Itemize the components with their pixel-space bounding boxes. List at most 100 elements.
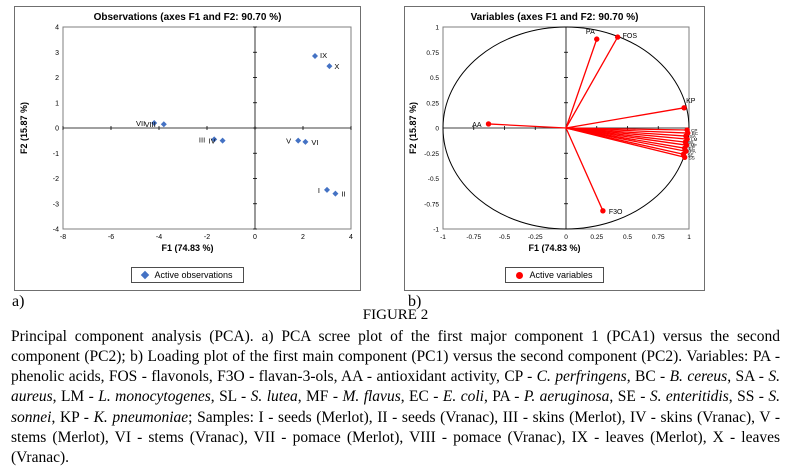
y-tick-label: 3: [55, 50, 59, 57]
caption-segment: K. pneumoniae: [93, 408, 189, 426]
variables-legend: Active variables: [505, 267, 604, 283]
caption-segment: , BC -: [626, 368, 670, 386]
observations-legend: Active observations: [131, 267, 244, 283]
point-label: KP: [686, 98, 696, 105]
loading-vector: [488, 123, 567, 129]
x-tick-label: 1: [687, 234, 691, 241]
y-tick-label: -0.25: [424, 151, 439, 158]
caption-segment: E. coli: [442, 388, 484, 406]
point-label: IX: [320, 51, 327, 60]
data-point: [332, 190, 339, 197]
x-tick-label: 4: [349, 234, 353, 241]
data-point: [324, 186, 330, 193]
y-tick-label: 0: [55, 126, 59, 133]
point-label: FOS: [623, 33, 638, 40]
loading-vector: [565, 107, 685, 129]
y-axis-label: F2 (15.87 %): [19, 102, 29, 154]
caption-body: Principal component analysis (PCA). a) P…: [11, 327, 780, 468]
caption-segment: L. monocytogenes: [98, 388, 211, 406]
variables-chart: Variables (axes F1 and F2: 90.70 %) -1 -0…: [404, 6, 705, 291]
y-tick-label: -2: [53, 176, 59, 183]
panel-label-a: a): [12, 293, 25, 310]
loading-vector: [565, 127, 685, 158]
point-label: V: [286, 137, 291, 146]
caption-segment: , EC -: [400, 388, 443, 406]
caption-segment: S. sonnei: [11, 388, 781, 426]
y-tick-label: 1: [435, 25, 439, 32]
caption-segment: ; Samples: I - seeds (Merlot), II - seed…: [11, 408, 781, 466]
caption-segment: , KP -: [51, 408, 94, 426]
point-label: SS: [689, 155, 695, 160]
caption-segment: , LM -: [52, 388, 99, 406]
data-point: [219, 137, 226, 144]
y-tick-label: 0: [435, 126, 439, 133]
point-label: VIII: [145, 120, 156, 129]
data-point: [151, 119, 158, 126]
point-label: I: [318, 186, 320, 195]
caption-segment: , PA -: [483, 388, 524, 406]
x-tick-label: 0.5: [623, 234, 632, 241]
panel-label-b: b): [408, 293, 422, 310]
caption-segment: S. enteritidis: [649, 388, 729, 406]
caption-segment: S. aureus: [11, 368, 780, 406]
x-tick-label: 0.75: [652, 234, 665, 241]
point-label: IV: [209, 137, 216, 146]
y-tick-label: -1: [433, 227, 439, 234]
y-tick-label: 0.75: [426, 50, 439, 57]
y-tick-label: -0.75: [424, 201, 439, 208]
data-point: [295, 137, 302, 144]
legend-diamond-icon: [141, 270, 150, 280]
y-axis-label: F2 (15.87 %): [408, 102, 418, 154]
data-point: [594, 36, 600, 42]
legend-dot-icon: [516, 271, 524, 279]
point-label: SA: [690, 134, 696, 139]
y-tick-label: 0.25: [426, 100, 439, 107]
data-point: [312, 53, 318, 60]
caption-segment: M. flavus: [342, 388, 401, 406]
x-tick-label: -1: [440, 234, 446, 241]
data-point: [600, 208, 606, 214]
data-point: [211, 136, 218, 143]
caption-title: FIGURE 2: [362, 307, 429, 323]
x-tick-label: -4: [156, 234, 162, 241]
figure-caption: FIGURE 2 Principal component analysis (P…: [11, 307, 780, 468]
y-tick-label: 4: [55, 25, 59, 32]
caption-segment: P. aeruginosa: [523, 388, 610, 406]
point-label: EC: [689, 146, 696, 151]
data-point: [681, 154, 688, 160]
x-tick-label: -6: [108, 234, 114, 241]
y-tick-label: 1: [55, 100, 59, 107]
point-label: II: [341, 190, 345, 199]
observations-chart-title: Observations (axes F1 and F2: 90.70 %): [93, 12, 282, 23]
y-tick-label: -4: [53, 227, 59, 234]
point-label: CP: [691, 128, 697, 133]
point-label: VI: [311, 138, 318, 147]
y-tick-label: 2: [55, 75, 59, 82]
observations-x-axis-label: F1 (74.83 %): [161, 243, 214, 253]
point-label: PA: [586, 29, 595, 36]
variables-x-axis-label: F1 (74.83 %): [528, 243, 581, 253]
caption-segment: , SS -: [728, 388, 769, 406]
y-tick-label: 0.5: [430, 75, 439, 82]
data-point: [681, 105, 687, 111]
x-tick-label: -2: [204, 234, 210, 241]
caption-segment: , SL -: [210, 388, 251, 406]
y-tick-label: -0.5: [428, 176, 440, 183]
point-label: III: [199, 135, 205, 144]
caption-segment: , SA -: [727, 368, 769, 386]
x-tick-label: -0.25: [528, 234, 543, 241]
variables-legend-label: Active variables: [529, 270, 593, 280]
caption-segment: Principal component analysis (PCA). a) P…: [11, 328, 780, 386]
caption-segment: B. cereus: [669, 368, 728, 386]
variables-plot: -1 -0.75 -0.5 -0.25 0 0.25 0.5 0.75 1 -1 -0.75 -0.5…: [408, 25, 699, 242]
x-tick-label: 0: [253, 234, 257, 241]
point-label: AA: [472, 122, 482, 129]
point-label: SE: [687, 152, 693, 157]
y-tick-label: -1: [53, 151, 59, 158]
x-tick-label: -0.5: [499, 234, 511, 241]
loading-vector: [565, 127, 604, 212]
variables-chart-title: Variables (axes F1 and F2: 90.70 %): [470, 12, 639, 23]
data-point: [302, 138, 309, 145]
point-label: MF: [691, 143, 698, 148]
x-tick-label: 0: [564, 234, 568, 241]
